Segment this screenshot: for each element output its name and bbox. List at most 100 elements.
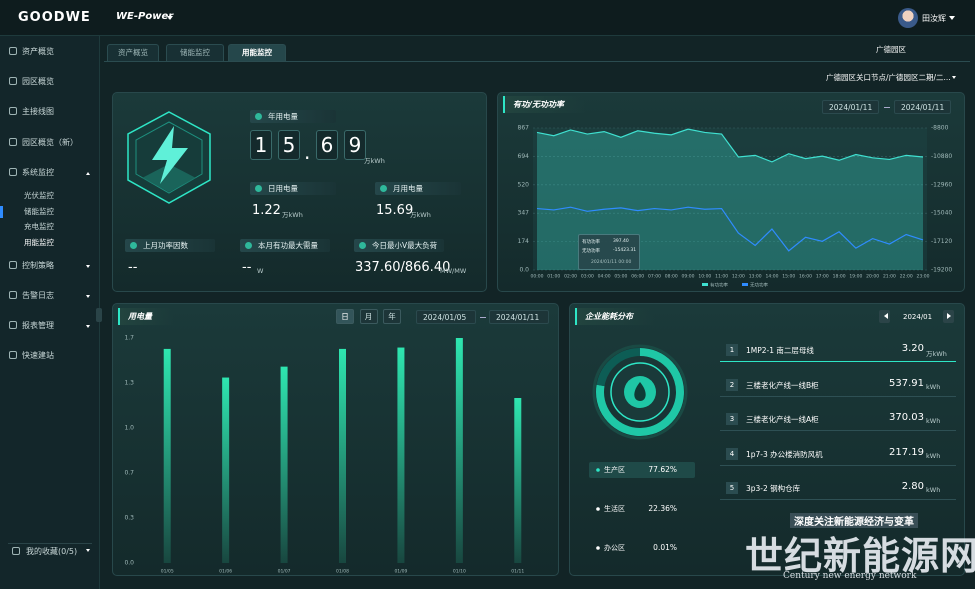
- tab-line: [104, 61, 970, 62]
- divider: [8, 543, 92, 544]
- legend-label: 生活区: [604, 504, 625, 513]
- unit: W: [257, 267, 264, 275]
- y2-tick-label: -15040: [931, 210, 952, 217]
- label: 月用电量: [375, 182, 461, 195]
- nav-item[interactable]: 报表管理: [22, 321, 54, 330]
- bar: [397, 347, 405, 563]
- ranking-row: 2 三楼老化产线一线B柜 537.91 kWh: [720, 373, 956, 397]
- icon: [9, 321, 17, 329]
- end-date[interactable]: 2024/01/11: [894, 100, 952, 114]
- x-tick-label: 01/05: [161, 569, 174, 575]
- label: 今日最小V最大负荷: [354, 239, 444, 252]
- nav-sub-item[interactable]: 储能监控: [24, 206, 54, 216]
- legend-swatch: [702, 283, 708, 286]
- nav-item[interactable]: 系统监控: [22, 168, 54, 177]
- nav-sub-item[interactable]: 充电监控: [24, 222, 54, 231]
- nav-sub-item[interactable]: 用能监控: [24, 237, 54, 247]
- site-selector[interactable]: 广德园区: [876, 45, 906, 54]
- month[interactable]: 2024/01: [903, 313, 933, 321]
- tooltip-name: 有功功率: [582, 240, 600, 245]
- x-tick-label: 03:00: [581, 274, 594, 280]
- nav-item[interactable]: 快速建站: [22, 351, 54, 360]
- value-label: 0.01%: [653, 543, 677, 552]
- tab[interactable]: 用能监控: [228, 44, 286, 61]
- value: 217.19: [889, 446, 924, 458]
- caret: [86, 549, 90, 554]
- nav-item[interactable]: 资产概览: [22, 47, 54, 56]
- watermark-english: Century new energy network: [783, 571, 917, 581]
- app-switcher[interactable]: WE-Power: [116, 11, 174, 22]
- rank: 1: [726, 344, 738, 356]
- rank: 3: [726, 413, 738, 425]
- period-button[interactable]: 日: [336, 309, 354, 324]
- y-tick-label: 174: [518, 238, 530, 245]
- nav-item[interactable]: 主接线图: [22, 107, 54, 116]
- legend-dot: [596, 507, 600, 511]
- bar: [514, 398, 522, 563]
- range-separator: [884, 107, 890, 108]
- caret: [167, 16, 173, 23]
- next-month[interactable]: [943, 310, 954, 323]
- brand: GOODWE: [18, 10, 91, 25]
- unit: kWh: [926, 486, 941, 494]
- unit: 万kWh: [364, 157, 385, 165]
- name: 1MP2-1 南二层母线: [746, 346, 814, 355]
- unit: 万kWh: [410, 211, 431, 219]
- x-tick-label: 19:00: [849, 274, 862, 280]
- nav-sub-item[interactable]: 光伏监控: [24, 191, 54, 200]
- value: --: [242, 260, 252, 275]
- y-tick-label: 520: [518, 181, 530, 188]
- legend-label: 生产区: [604, 465, 625, 474]
- nav-item[interactable]: 控制策略: [22, 261, 54, 270]
- x-tick-label: 08:00: [665, 274, 678, 280]
- nav-item[interactable]: 园区概览: [22, 77, 54, 86]
- period-button[interactable]: 年: [383, 309, 401, 324]
- legend-dot: [596, 468, 600, 472]
- range-separator: [480, 317, 486, 318]
- sidebar: 我的收藏(0/5) 资产概览园区概览主接线图园区概览（新） 系统监控光伏监控储能监…: [0, 36, 100, 589]
- favorites[interactable]: 我的收藏(0/5): [26, 547, 78, 556]
- x-tick-label: 01/09: [394, 569, 407, 575]
- tab[interactable]: 资产概览: [107, 44, 159, 61]
- tab[interactable]: 储能监控: [166, 44, 224, 61]
- header: GOODWE WE-Power 田汝辉: [0, 0, 975, 36]
- unit: MW/MW: [440, 267, 467, 275]
- value-label: 22.36%: [648, 504, 677, 513]
- power-chart: 0.0 174 347 520 694 867 -19200 -17120 -15040 -129…: [518, 125, 953, 289]
- caret: [86, 265, 90, 270]
- y2-tick-label: -19200: [931, 267, 952, 274]
- bar: [163, 348, 171, 563]
- label: 上月功率因数: [125, 239, 215, 252]
- x-tick-label: 01:00: [547, 274, 560, 280]
- avatar[interactable]: [898, 8, 918, 28]
- rank: 2: [726, 378, 738, 391]
- node-selector[interactable]: 广德园区关口节点/广德园区二期/二...: [826, 73, 951, 82]
- icon: [9, 168, 17, 176]
- x-tick-label: 09:00: [682, 274, 695, 280]
- unit: kWh: [926, 382, 941, 391]
- x-tick-label: 15:00: [782, 274, 795, 280]
- panel-title: 企业能耗分布: [575, 308, 655, 325]
- slice: [596, 348, 684, 436]
- icon: [9, 291, 17, 299]
- legend-highlight: [589, 462, 695, 478]
- x-tick-label: 01/06: [219, 569, 232, 575]
- period-button[interactable]: 月: [359, 309, 378, 324]
- start-date[interactable]: 2024/01/05: [416, 310, 476, 324]
- collapse-handle[interactable]: [96, 308, 102, 322]
- tooltip-name: 无功功率: [582, 249, 600, 254]
- icon: [9, 261, 17, 269]
- arrow: [947, 313, 954, 319]
- x-tick-label: 21:00: [883, 274, 896, 280]
- prev-month[interactable]: [879, 310, 890, 323]
- nav-item[interactable]: 园区概览（新）: [22, 138, 78, 147]
- y-tick-label: 0.3: [124, 515, 134, 522]
- name: 1p7-3 办公楼消防风机: [746, 449, 823, 459]
- start-date[interactable]: 2024/01/11: [822, 100, 880, 114]
- nav-item[interactable]: 告警日志: [22, 291, 54, 300]
- end-date[interactable]: 2024/01/11: [489, 310, 549, 324]
- user-name[interactable]: 田汝辉: [922, 14, 946, 23]
- y2-tick-label: -10880: [931, 153, 952, 160]
- x-tick-label: 17:00: [816, 274, 829, 280]
